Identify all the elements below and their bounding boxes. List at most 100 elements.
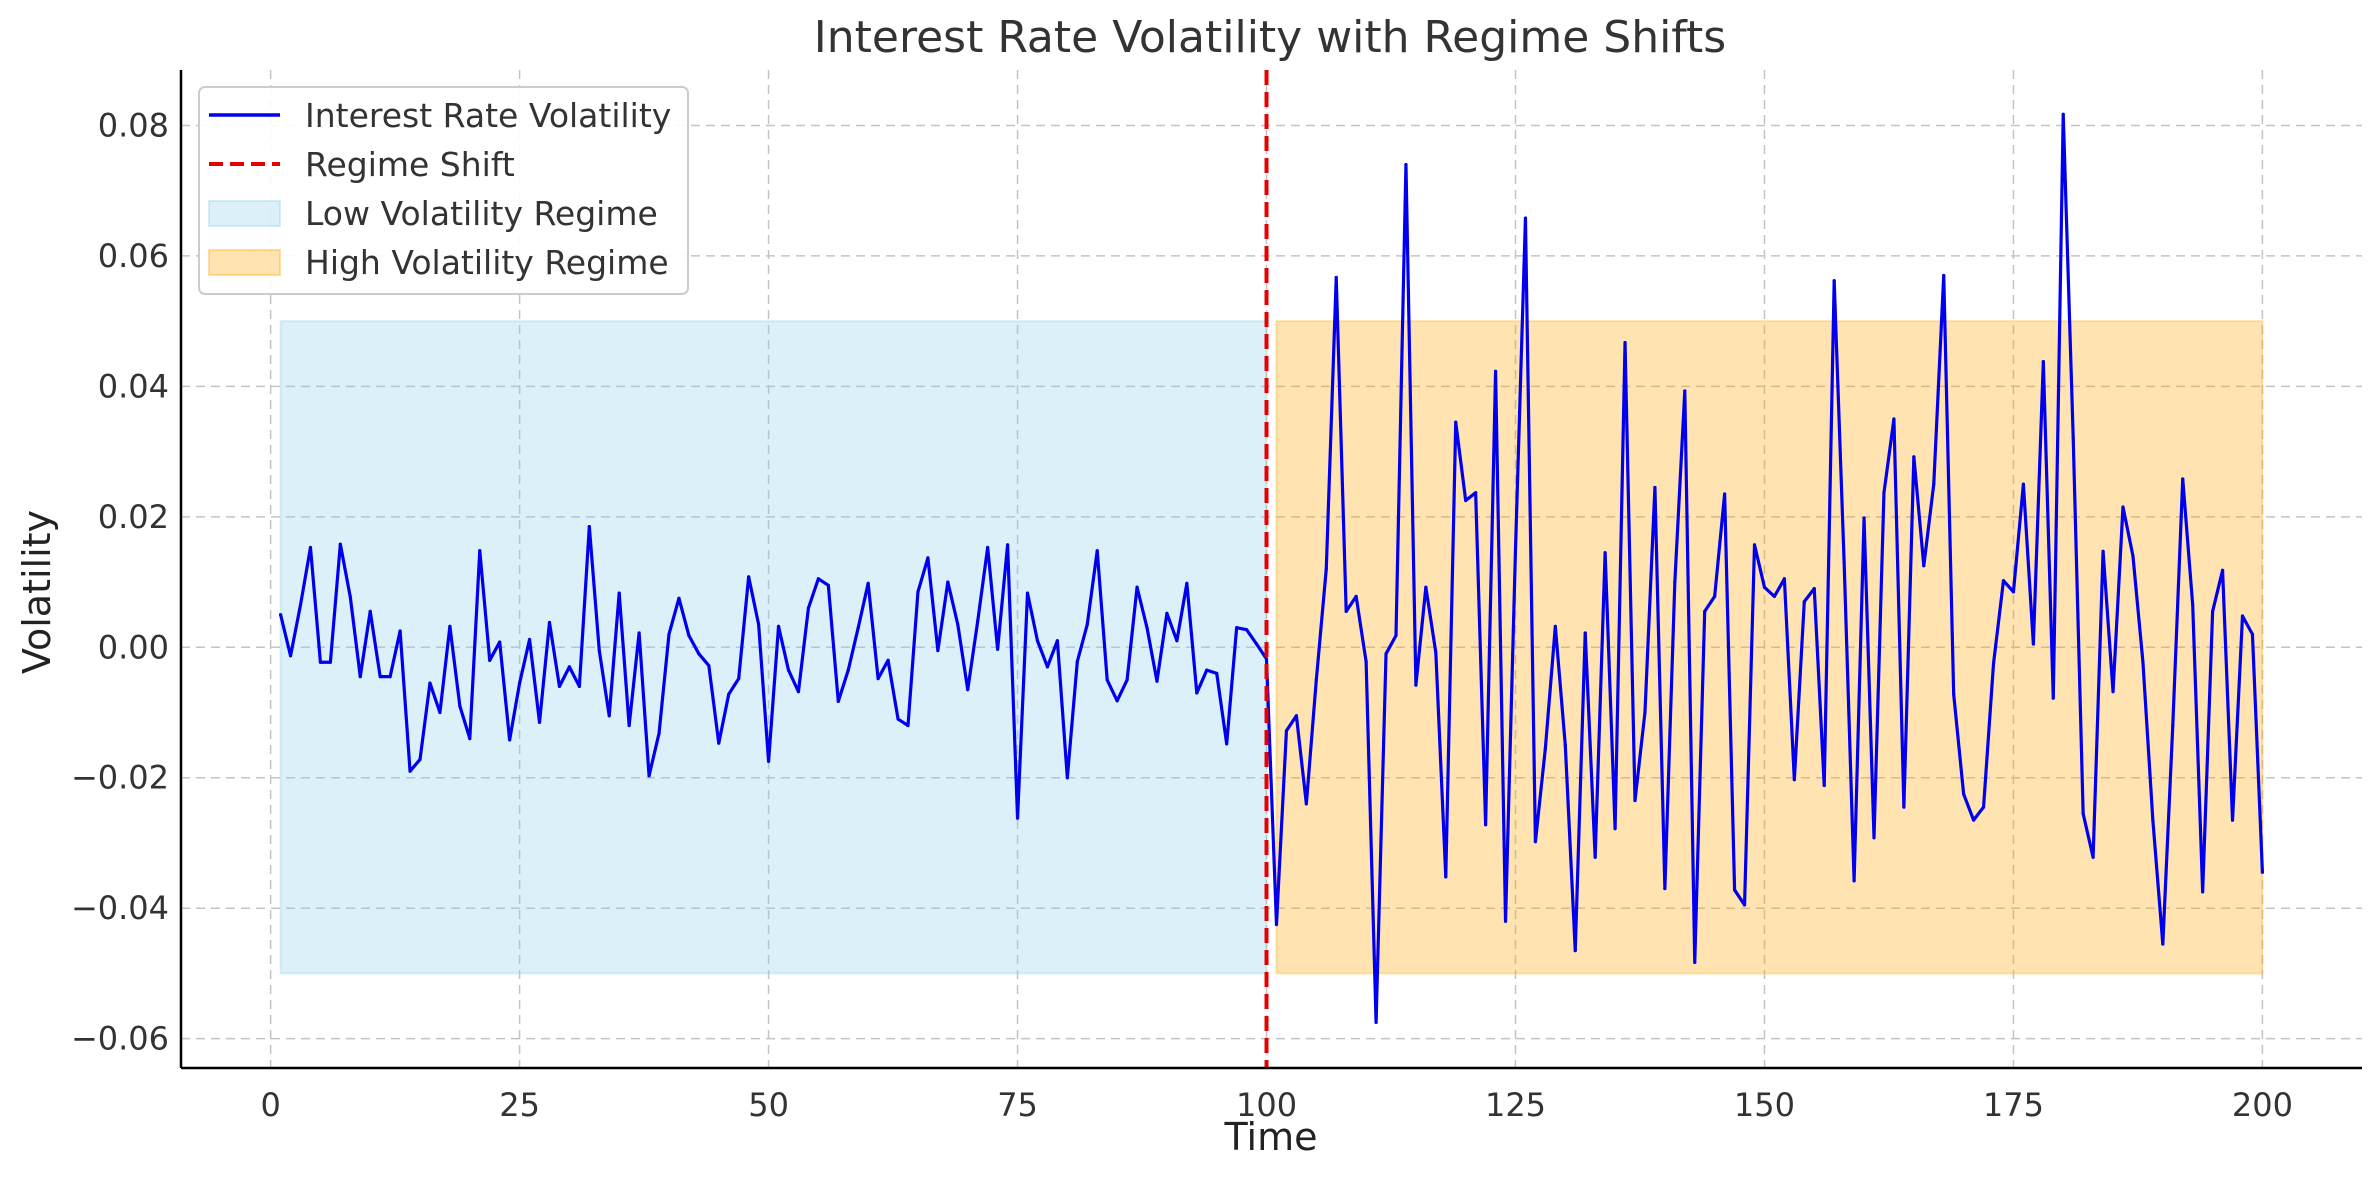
data-point <box>2151 818 2155 822</box>
data-point <box>2081 812 2085 816</box>
data-point <box>776 624 781 629</box>
data-point <box>1732 888 1737 892</box>
data-point <box>2141 660 2145 664</box>
data-point <box>2111 690 2115 694</box>
data-point <box>408 769 412 773</box>
data-point <box>2101 549 2105 553</box>
data-point <box>717 741 721 745</box>
x-tick-label: 50 <box>748 1086 789 1124</box>
data-point <box>1603 551 1607 555</box>
data-point <box>2161 942 2165 946</box>
data-point <box>1792 778 1796 782</box>
data-point <box>1424 585 1428 589</box>
data-point <box>1394 633 1398 638</box>
data-point <box>1484 823 1488 827</box>
data-point <box>1573 948 1577 953</box>
data-point <box>308 545 313 550</box>
data-point <box>1185 581 1189 585</box>
data-point <box>468 736 472 741</box>
data-point <box>478 549 482 553</box>
data-point <box>1274 922 1279 927</box>
data-point <box>1075 660 1079 664</box>
data-point <box>806 606 811 610</box>
data-point <box>1912 455 1916 459</box>
data-point <box>2121 505 2125 509</box>
data-point <box>2021 482 2025 486</box>
data-point <box>2171 723 2175 728</box>
x-tick-label: 100 <box>1236 1086 1297 1124</box>
data-point <box>1593 855 1597 859</box>
data-point <box>1962 792 1966 796</box>
legend-item-low-volatility: Low Volatility Regime <box>208 194 658 233</box>
data-point <box>1822 783 1826 788</box>
data-point <box>1085 622 1089 627</box>
y-tick-label: 0.04 <box>98 367 169 405</box>
data-point <box>368 609 372 613</box>
data-point <box>1583 631 1587 635</box>
data-point <box>1065 776 1069 780</box>
data-point <box>2061 112 2065 116</box>
data-point <box>2220 568 2225 572</box>
data-point <box>1493 369 1498 373</box>
x-tick-label: 200 <box>2232 1086 2293 1124</box>
x-tick-label: 150 <box>1734 1086 1795 1124</box>
y-tick-label: −0.02 <box>71 759 169 797</box>
data-point <box>2011 590 2016 594</box>
data-point <box>1633 798 1637 803</box>
data-point <box>1553 624 1557 629</box>
region-low-volatility <box>279 320 1268 975</box>
data-point <box>766 759 771 764</box>
data-point <box>348 595 352 599</box>
legend-swatch <box>208 249 281 276</box>
data-point <box>508 738 512 742</box>
data-point <box>577 684 581 689</box>
data-point <box>1314 678 1318 682</box>
data-point <box>1563 743 1567 747</box>
data-point <box>1025 591 1030 595</box>
data-point <box>1922 564 1926 568</box>
data-point <box>677 596 681 600</box>
data-point <box>1952 692 1956 696</box>
data-point <box>966 688 970 692</box>
data-point <box>697 652 701 656</box>
data-point <box>747 575 751 579</box>
data-point <box>1195 691 1199 695</box>
data-point <box>2230 818 2235 822</box>
legend-swatch <box>208 200 281 227</box>
data-point <box>1035 639 1040 643</box>
data-point <box>1434 650 1438 655</box>
data-point <box>946 580 950 584</box>
legend-frame <box>198 86 689 295</box>
data-point <box>1344 609 1348 613</box>
data-point <box>956 622 960 627</box>
data-point <box>597 648 601 653</box>
data-point <box>687 633 691 638</box>
data-point <box>1444 875 1448 879</box>
data-point <box>1643 710 1647 715</box>
data-point <box>328 660 332 664</box>
region-layer <box>279 320 2264 975</box>
data-point <box>1294 714 1298 718</box>
data-point <box>876 676 880 681</box>
data-point <box>2131 554 2135 558</box>
x-axis-label: Time <box>1224 1115 1318 1159</box>
data-point <box>448 624 452 629</box>
x-tick-label: 125 <box>1485 1086 1546 1124</box>
data-point <box>1991 661 1996 666</box>
data-point <box>2181 477 2185 481</box>
data-point <box>617 591 621 595</box>
data-point <box>836 699 840 704</box>
data-point <box>796 690 801 694</box>
data-point <box>1543 746 1547 750</box>
data-point <box>1245 628 1249 632</box>
y-tick-label: 0.02 <box>98 498 169 536</box>
data-point <box>1782 577 1786 581</box>
data-point <box>2041 359 2045 364</box>
data-point <box>1374 1020 1378 1024</box>
data-point <box>1981 805 1986 809</box>
data-point <box>637 631 641 635</box>
data-point <box>976 619 980 623</box>
data-point <box>1005 543 1010 547</box>
data-point <box>607 714 611 718</box>
